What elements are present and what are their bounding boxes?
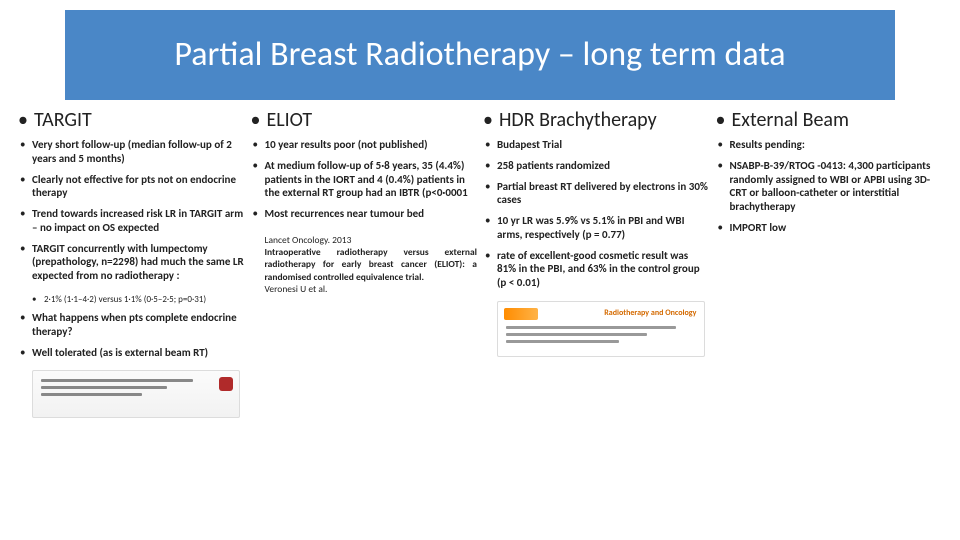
heading-external-beam: External Beam (716, 108, 943, 132)
list-item: Most recurrences near tumour bed (251, 207, 478, 221)
list-item: 258 patients randomized (483, 159, 710, 173)
citation-line-3: Veronesi U et al. (265, 283, 328, 295)
heading-targit: TARGIT (18, 108, 245, 132)
list-item: Results pending: (716, 138, 943, 152)
list-item: IMPORT low (716, 221, 943, 235)
sub-list-item: 2·1% (1·1–4·2) versus 1·1% (0·5–2·5; p=0… (18, 294, 245, 305)
list-item: Clearly not effective for pts not on end… (18, 173, 245, 201)
citation-bold: Intraoperative radiotherapy versus exter… (265, 246, 478, 283)
columns-container: TARGIT Very short follow-up (median foll… (18, 108, 942, 532)
list-item: rate of excellent-good cosmetic result w… (483, 249, 710, 290)
list-item: What happens when pts complete endocrine… (18, 311, 245, 339)
elsevier-logo-icon (504, 308, 538, 320)
paper-thumbnail-hdr: Radiotherapy and Oncology (497, 301, 705, 357)
list-item: 10 year results poor (not published) (251, 138, 478, 152)
list-item: 10 yr LR was 5.9% vs 5.1% in PBI and WBI… (483, 214, 710, 242)
journal-title: Radiotherapy and Oncology (604, 308, 696, 318)
citation-eliot: Lancet Oncology. 2013 Intraoperative rad… (265, 234, 478, 296)
list-item: Well tolerated (as is external beam RT) (18, 346, 245, 360)
heading-hdr: HDR Brachytherapy (483, 108, 710, 132)
bullets-external-beam: Results pending: NSABP-B-39/RTOG -0413: … (716, 138, 943, 242)
column-targit: TARGIT Very short follow-up (median foll… (18, 108, 245, 532)
list-item: Partial breast RT delivered by electrons… (483, 180, 710, 208)
title-bar: Partial Breast Radiotherapy – long term … (65, 10, 895, 100)
list-item: Trend towards increased risk LR in TARGI… (18, 207, 245, 235)
bullets-eliot: 10 year results poor (not published) At … (251, 138, 478, 228)
bullets-targit-2: What happens when pts complete endocrine… (18, 311, 245, 366)
slide-title: Partial Breast Radiotherapy – long term … (174, 35, 785, 74)
list-item: NSABP-B-39/RTOG -0413: 4,300 participant… (716, 159, 943, 214)
paper-thumbnail-targit (32, 370, 240, 418)
citation-line-1: Lancet Oncology. 2013 (265, 234, 352, 246)
bullets-targit: Very short follow-up (median follow-up o… (18, 138, 245, 290)
bullets-hdr: Budapest Trial 258 patients randomized P… (483, 138, 710, 297)
list-item: TARGIT concurrently with lumpectomy (pre… (18, 242, 245, 283)
column-external-beam: External Beam Results pending: NSABP-B-3… (716, 108, 943, 532)
list-item: Budapest Trial (483, 138, 710, 152)
list-item: Very short follow-up (median follow-up o… (18, 138, 245, 166)
column-eliot: ELIOT 10 year results poor (not publishe… (251, 108, 478, 532)
heading-eliot: ELIOT (251, 108, 478, 132)
column-hdr: HDR Brachytherapy Budapest Trial 258 pat… (483, 108, 710, 532)
sub-bullets-targit: 2·1% (1·1–4·2) versus 1·1% (0·5–2·5; p=0… (18, 294, 245, 305)
list-item: At medium follow-up of 5·8 years, 35 (4.… (251, 159, 478, 200)
